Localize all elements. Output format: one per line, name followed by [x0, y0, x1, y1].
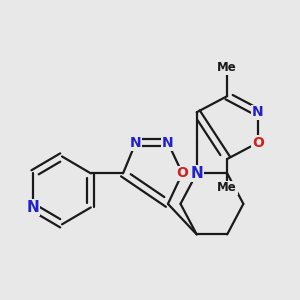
Text: N: N — [252, 105, 263, 119]
Text: N: N — [27, 200, 40, 215]
Text: N: N — [130, 136, 141, 150]
Text: N: N — [162, 136, 174, 150]
Text: N: N — [190, 166, 203, 181]
Text: Me: Me — [217, 181, 237, 194]
Text: O: O — [176, 166, 188, 180]
Text: O: O — [252, 136, 264, 150]
Text: Me: Me — [217, 61, 237, 74]
